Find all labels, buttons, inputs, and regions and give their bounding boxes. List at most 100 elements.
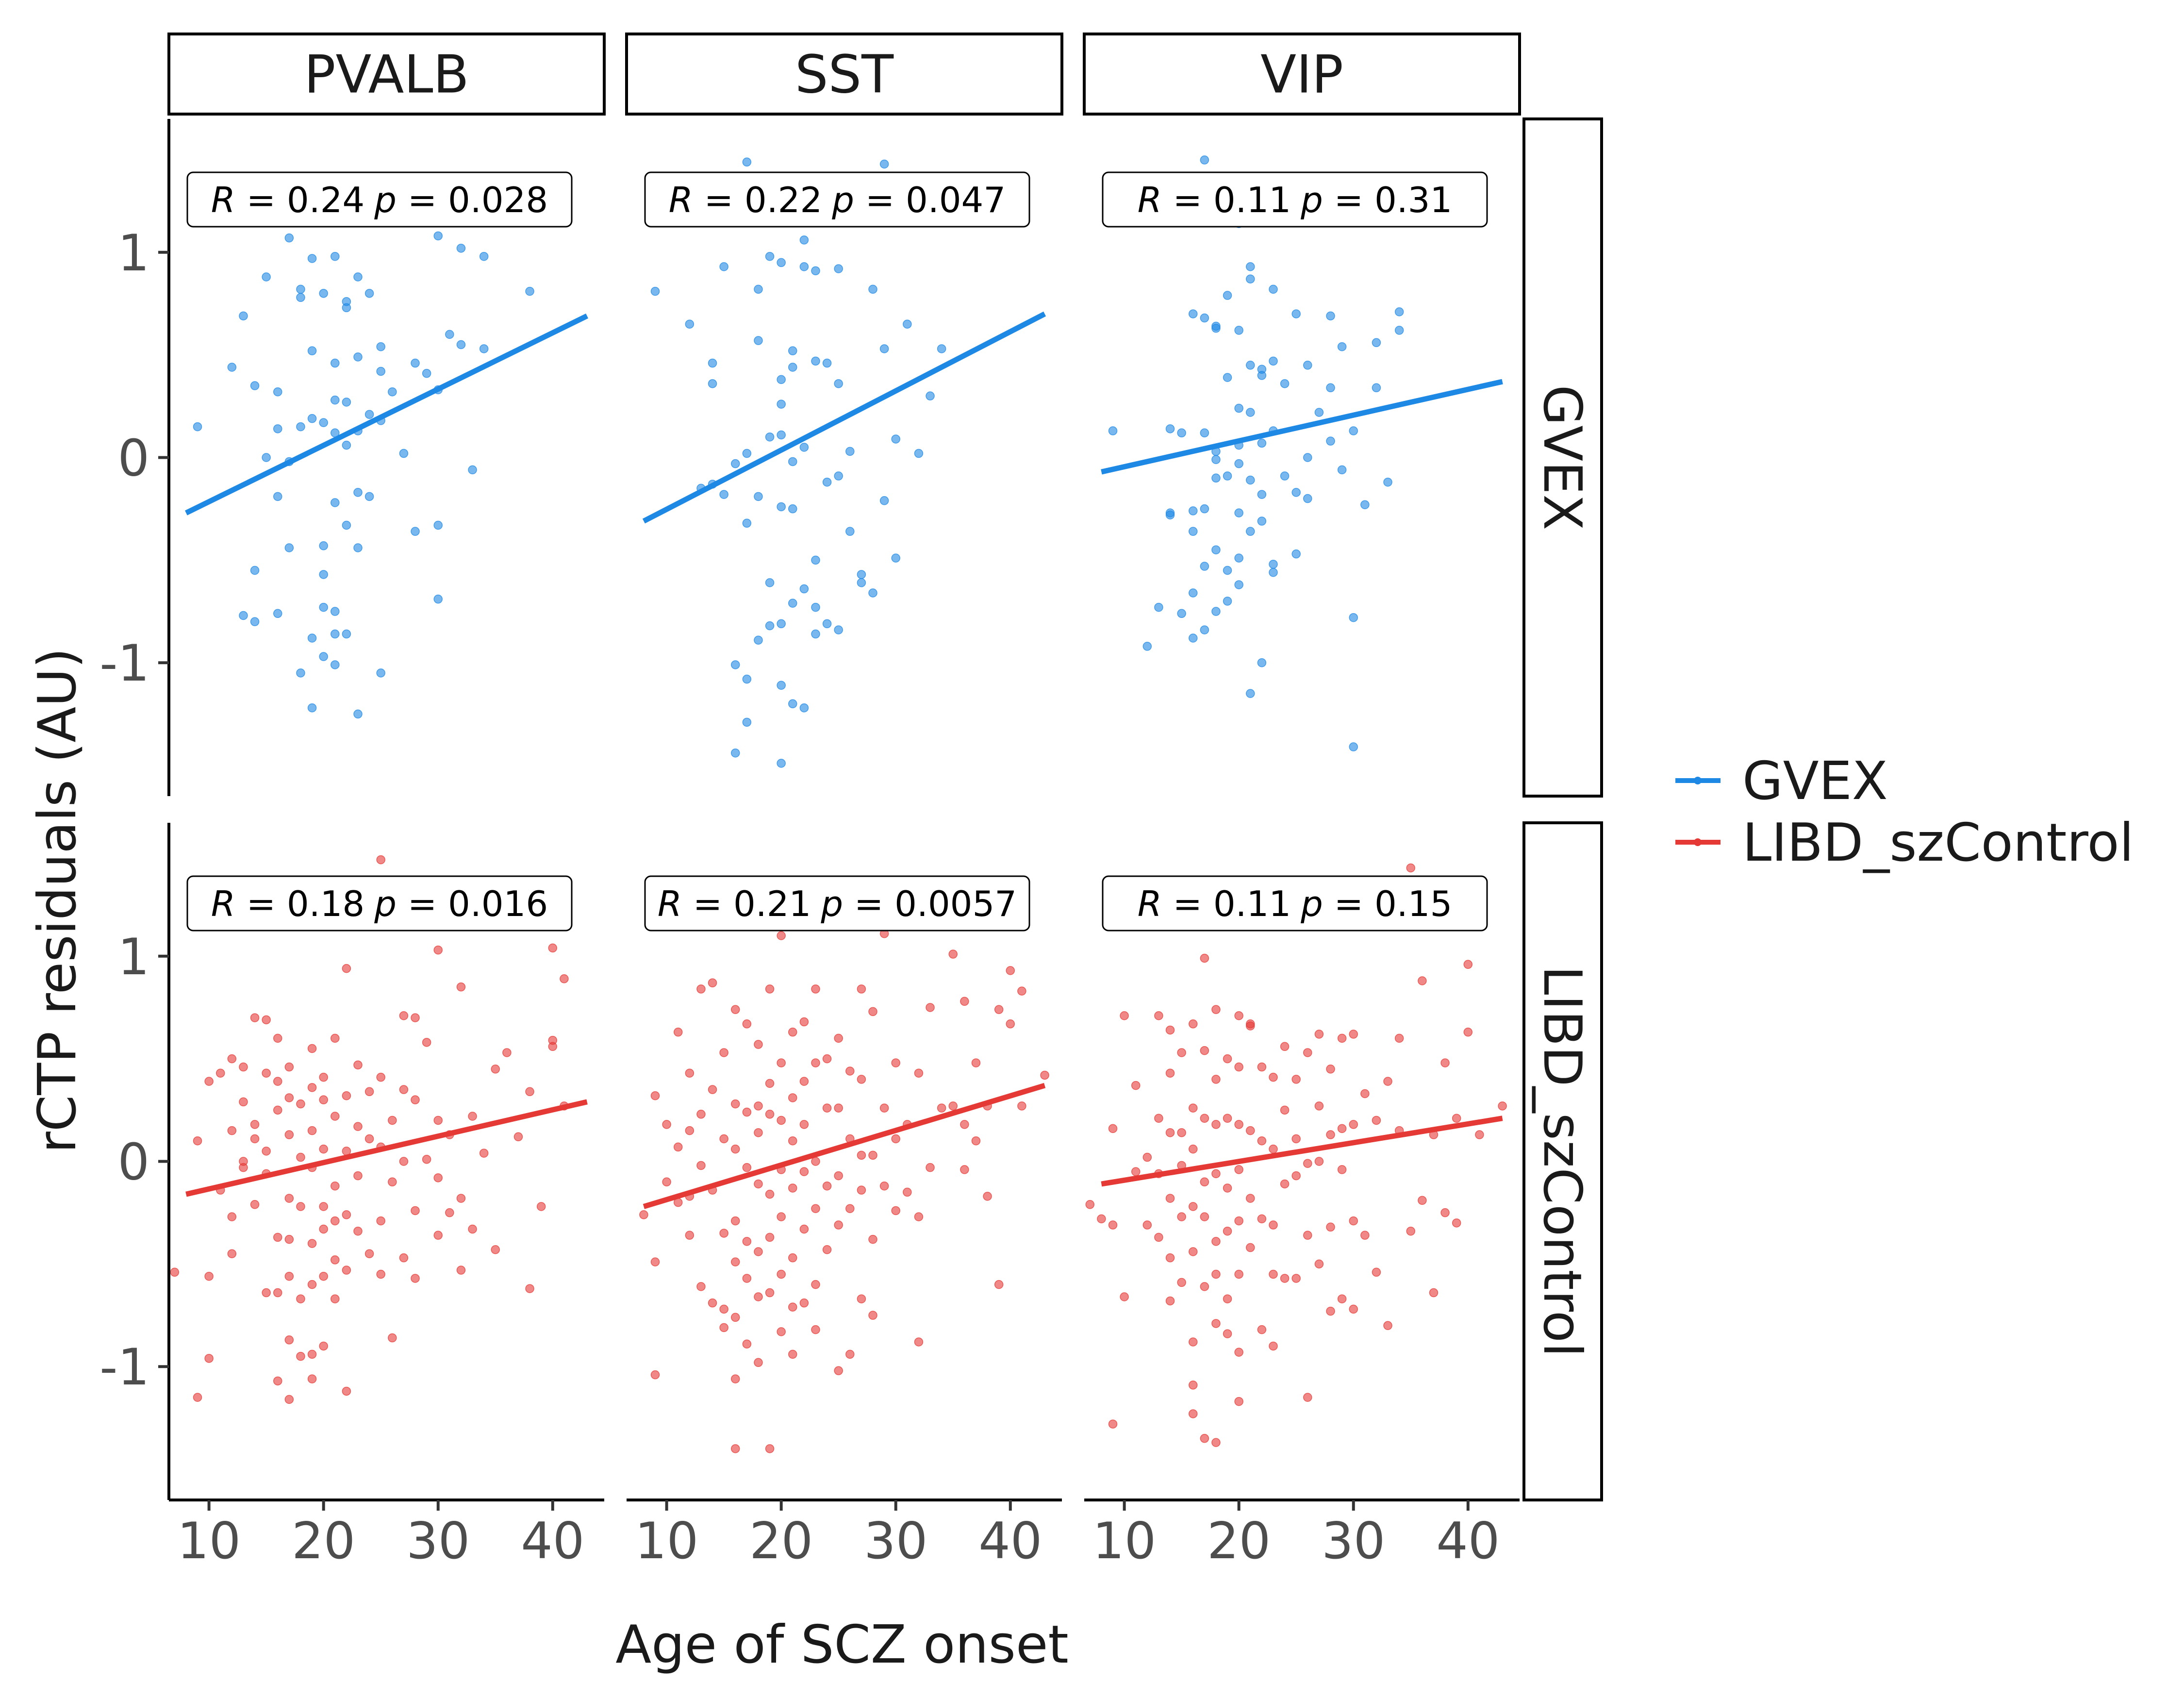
data-point: [1269, 1072, 1278, 1082]
data-point: [296, 1202, 305, 1211]
data-point: [1006, 966, 1015, 975]
data-point: [765, 1110, 775, 1119]
data-point: [307, 1239, 317, 1248]
data-point: [433, 594, 443, 604]
data-point: [719, 1304, 728, 1314]
data-point: [1337, 465, 1347, 475]
data-point: [1440, 1208, 1450, 1217]
data-point: [262, 453, 271, 462]
data-point: [1257, 371, 1267, 380]
data-point: [1200, 155, 1209, 165]
data-point: [491, 1245, 500, 1254]
data-point: [1211, 323, 1221, 333]
data-point: [754, 1292, 763, 1301]
data-point: [1257, 438, 1267, 448]
data-point: [1452, 1114, 1461, 1123]
data-point: [799, 1298, 809, 1308]
data-point: [1246, 1194, 1255, 1203]
data-point: [1463, 1027, 1473, 1037]
data-point: [799, 1120, 809, 1129]
data-point: [879, 159, 889, 169]
column-strip-sst: SST: [625, 33, 1063, 116]
data-point: [788, 1093, 797, 1102]
data-point: [799, 1224, 809, 1234]
data-point: [227, 363, 237, 372]
data-point: [765, 578, 775, 587]
data-point: [926, 1163, 935, 1172]
data-point: [342, 1386, 351, 1396]
data-point: [811, 629, 820, 639]
data-point: [548, 1042, 558, 1051]
data-point: [250, 566, 260, 575]
data-point: [719, 1134, 728, 1144]
data-point: [1383, 1321, 1392, 1330]
data-point: [926, 1003, 935, 1012]
data-point: [433, 520, 443, 530]
data-point: [1280, 1274, 1290, 1283]
data-point: [1303, 1048, 1312, 1057]
data-point: [811, 1280, 820, 1289]
data-point: [1234, 1062, 1243, 1072]
x-tick-label: 10: [1092, 1512, 1156, 1570]
regression-line: [642, 311, 1046, 524]
data-point: [708, 1085, 717, 1094]
data-point: [731, 1099, 740, 1109]
data-point: [296, 293, 305, 302]
data-point: [914, 1212, 924, 1221]
correlation-label-box: [1102, 171, 1488, 228]
x-axis-col-2: 10 20 30 40: [627, 1499, 1062, 1570]
data-point: [765, 432, 775, 442]
data-point: [834, 1366, 843, 1375]
data-point: [1200, 1212, 1209, 1221]
data-point: [1223, 1294, 1232, 1303]
data-point: [1177, 1128, 1186, 1137]
data-point: [1475, 1130, 1484, 1139]
data-point: [845, 1349, 855, 1359]
data-point: [364, 1134, 374, 1144]
data-point: [1211, 1120, 1221, 1129]
data-point: [811, 1204, 820, 1213]
data-point: [1326, 1130, 1335, 1139]
data-point: [331, 1112, 340, 1121]
data-point: [1165, 508, 1175, 517]
data-point: [1314, 1259, 1324, 1269]
data-point: [1142, 1220, 1152, 1230]
data-point: [1234, 326, 1243, 335]
data-point: [754, 492, 763, 501]
data-point: [284, 1234, 294, 1244]
data-point: [170, 1267, 180, 1277]
data-point: [411, 358, 420, 368]
data-point: [708, 978, 717, 987]
data-point: [193, 1136, 202, 1146]
data-point: [1108, 1220, 1118, 1230]
data-point: [1154, 1233, 1163, 1242]
data-point: [1246, 475, 1255, 485]
x-axis-col-3: 10 20 30 40: [1084, 1499, 1520, 1570]
data-point: [468, 465, 477, 475]
data-point: [1223, 291, 1232, 300]
data-point: [719, 490, 728, 499]
data-point: [742, 518, 752, 528]
data-point: [456, 1266, 466, 1275]
data-point: [857, 570, 866, 579]
y-tick-label: 0: [117, 430, 149, 488]
data-point: [891, 434, 900, 444]
data-point: [1189, 1103, 1198, 1113]
data-point: [262, 1015, 271, 1025]
data-point: [307, 1083, 317, 1092]
data-point: [903, 319, 912, 329]
data-point: [1246, 1243, 1255, 1252]
data-point: [742, 1019, 752, 1029]
correlation-label-text: R = 0.22 p = 0.047: [669, 180, 1006, 220]
data-point: [1200, 562, 1209, 571]
data-point: [319, 1144, 328, 1154]
data-point: [788, 346, 797, 355]
data-point: [331, 1216, 340, 1226]
data-point: [1234, 1165, 1243, 1174]
data-point: [273, 1288, 282, 1298]
data-point: [685, 1231, 695, 1240]
data-point: [1372, 1267, 1381, 1277]
data-point: [433, 231, 443, 241]
data-point: [662, 1120, 671, 1129]
data-point: [685, 1068, 695, 1078]
